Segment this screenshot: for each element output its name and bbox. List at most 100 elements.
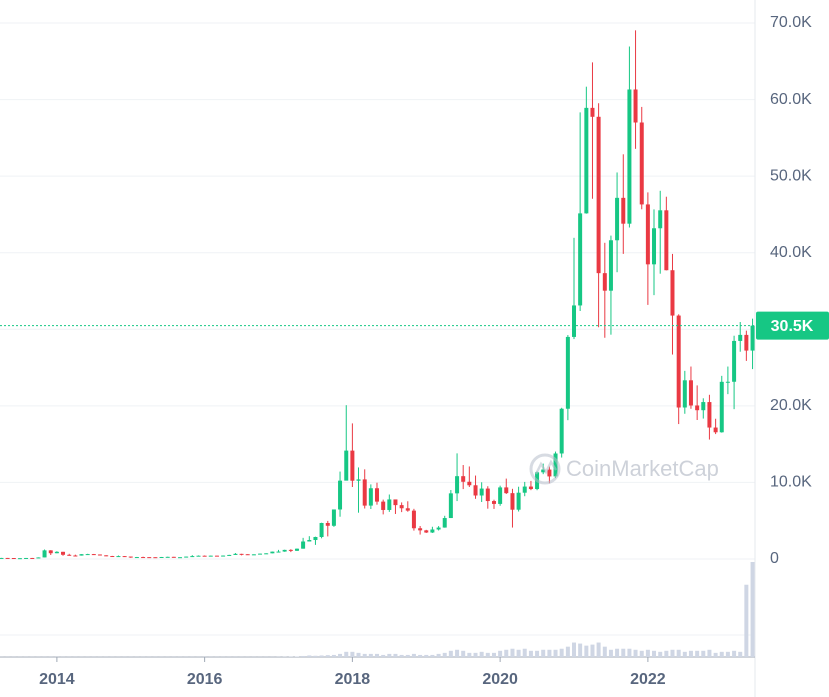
volume-bar — [584, 645, 589, 657]
x-tick-label: 2016 — [187, 671, 223, 688]
volume-bar — [695, 650, 700, 657]
candle-body — [485, 488, 490, 502]
volume-bar — [670, 649, 675, 657]
candle-body — [276, 551, 281, 553]
candle-body — [368, 488, 373, 506]
candle-body — [190, 556, 195, 558]
candle-body — [578, 213, 583, 306]
volume-bar — [338, 653, 343, 657]
candle-body — [387, 499, 392, 510]
volume-bar — [608, 649, 613, 657]
candle-body — [448, 493, 453, 519]
volume-bar — [301, 655, 306, 657]
candle-body — [393, 499, 398, 506]
volume-bar — [473, 652, 478, 657]
candle-body — [48, 550, 53, 554]
candle-body — [350, 450, 355, 481]
candle-body — [11, 558, 16, 560]
candle-body — [399, 505, 404, 509]
candle-body — [104, 555, 109, 557]
candle-body — [553, 453, 558, 477]
candle-body — [492, 501, 497, 504]
candle-body — [455, 476, 460, 494]
y-tick-label: 0 — [770, 550, 779, 567]
volume-bar — [633, 649, 638, 657]
candle-body — [750, 325, 755, 351]
volume-bar — [448, 650, 453, 657]
y-tick-label: 20.0K — [770, 397, 812, 414]
watermark-logo-mark — [534, 459, 558, 475]
volume-bar — [479, 651, 484, 657]
candle-body — [572, 305, 577, 337]
candle-body — [17, 558, 22, 560]
candle-body — [5, 557, 10, 559]
candle-body — [24, 557, 29, 559]
volume-bar — [572, 642, 577, 657]
candle-body — [676, 315, 681, 408]
volume-bar — [393, 653, 398, 657]
candle-body — [141, 557, 146, 559]
candle-body — [473, 485, 478, 496]
volume-bar — [522, 648, 527, 657]
candle-body — [498, 487, 503, 504]
candle-body — [221, 555, 226, 557]
volume-bar — [436, 653, 441, 657]
candle-body — [725, 381, 730, 383]
candle-body — [695, 405, 700, 411]
candle-body — [713, 427, 718, 433]
volume-bar — [356, 652, 361, 657]
candle-body — [67, 554, 72, 556]
y-tick-label: 70.0K — [770, 14, 812, 31]
candle-body — [682, 380, 687, 408]
volume-bar — [578, 643, 583, 657]
candle-body — [688, 380, 693, 406]
candle-body — [344, 450, 349, 481]
volume-bar — [485, 652, 490, 657]
candle-body — [701, 402, 706, 411]
candle-body — [405, 508, 410, 511]
candle-body — [153, 557, 158, 559]
candle-body — [338, 480, 343, 510]
candle-body — [418, 528, 423, 531]
volume-bar — [596, 642, 601, 657]
candle-body — [233, 553, 238, 555]
volume-bar — [541, 649, 546, 657]
volume-bar — [381, 654, 386, 657]
volume-bar — [559, 648, 564, 657]
candle-body — [264, 553, 269, 555]
candle-body — [147, 557, 152, 559]
candle-body — [381, 501, 386, 510]
volume-bar — [738, 651, 743, 657]
volume-bar — [725, 651, 730, 657]
volume-bar — [713, 652, 718, 657]
candle-body — [565, 336, 570, 409]
volume-bar — [553, 649, 558, 657]
candle-body — [30, 557, 35, 559]
candle-body — [356, 479, 361, 481]
volume-bar — [344, 651, 349, 657]
volume-bar — [350, 651, 355, 657]
candle-body — [178, 557, 183, 559]
candle-body — [559, 408, 564, 454]
volume-bar — [461, 650, 466, 657]
candle-body — [301, 541, 306, 549]
volume-bar — [732, 650, 737, 657]
volume-bar — [707, 649, 712, 657]
volume-bar — [510, 648, 515, 657]
volume-bar — [411, 653, 416, 657]
candle-body — [732, 340, 737, 382]
candle-body — [584, 107, 589, 214]
volume-bar — [418, 654, 423, 657]
candle-body — [288, 549, 293, 551]
volume-bar — [528, 650, 533, 657]
y-tick-label: 60.0K — [770, 91, 812, 108]
volume-bar — [658, 651, 663, 657]
volume-bar — [682, 651, 687, 657]
volume-bar — [565, 646, 570, 657]
volume-bar — [504, 649, 509, 657]
volume-bar — [750, 562, 755, 657]
y-tick-label: 40.0K — [770, 244, 812, 261]
volume-bar — [590, 644, 595, 657]
candle-body — [652, 228, 657, 265]
